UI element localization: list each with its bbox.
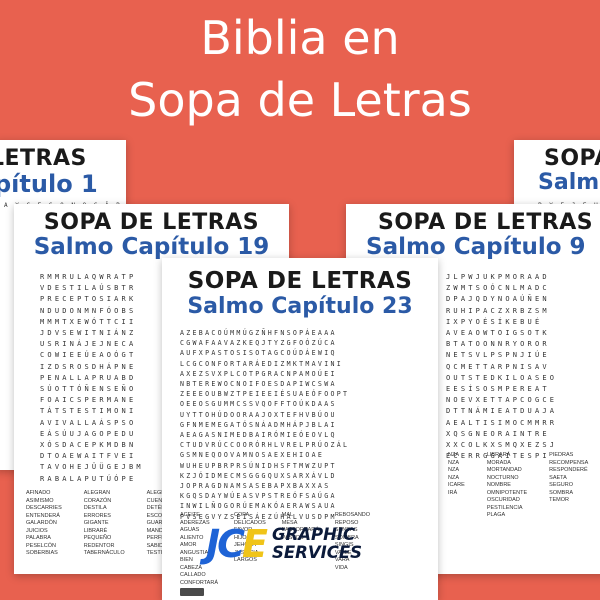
sheet-heading: SOPA: [544, 146, 600, 171]
word-list: ACEITE ADEREZAS AGUAS ALIENTO AMOR ANGUSTIAS B…: [180, 512, 370, 587]
sheet-subheading: Salmo Capítulo 23: [187, 294, 413, 319]
worksheet-salmo-23: SOPA DE LETRAS Salmo Capítulo 23 AZEBACO…: [162, 258, 438, 600]
letter-grid: JLPWJUKPMORAAD ZWMTSOÓCNLMADC DPAJQDYNOA…: [446, 273, 558, 461]
brand-logo: JCE GRAPHIC SERVICES: [206, 522, 396, 566]
sheet-subheading: Salmo Capítulo 9: [366, 234, 586, 260]
word-column-3: PIEDRAS RECOMPENSA RESPONDERÉ SAETA SEGURO SO…: [549, 452, 589, 503]
footer-badge-icon: [180, 588, 204, 596]
page-title-line-1: Biblia en: [200, 11, 400, 65]
word-column-2: LIBRARÁ MORADA MORTANDAD NOCTURNO NOMBRE OMNI…: [486, 452, 528, 518]
sheet-heading: SOPA DE LETRAS: [378, 210, 594, 235]
word-column-1: NZA NZA NZA NZA ICARE IRÁ: [448, 452, 465, 496]
word-list: NZA NZA NZA NZA ICARE IRÁ LIBRARÁ MORADA MORTAN…: [448, 452, 588, 520]
page-title-line-2: Sopa de Letras: [128, 73, 472, 127]
word-column-3: MAL MESA PASTOREARÁ PASTOS: [281, 512, 319, 541]
sheet-heading: LETRAS: [0, 146, 87, 171]
word-column-2: COPA DELICADOS FAVOR HIJOS JEHOVÁ JUSTICIA LAR…: [234, 512, 266, 563]
sheet-subheading: pítulo 1: [0, 170, 98, 198]
logo-wordmark: GRAPHIC SERVICES: [272, 525, 363, 562]
sheet-subheading: Salm: [538, 170, 600, 195]
sheet-subheading: Salmo Capítulo 19: [33, 234, 270, 260]
word-column-1: ACEITE ADEREZAS AGUAS ALIENTO AMOR ANGUSTIAS B…: [180, 512, 218, 586]
word-column-2: ALEGRAN CORAZÓN DESTILA ERRORES GIGANTE LIBRA…: [83, 490, 125, 556]
word-column-4: REBOSANDO REPOSO SENDAS SOMBRA SINGIS VALLE VA…: [334, 512, 371, 571]
sheet-heading: SOPA DE LETRAS: [187, 268, 413, 294]
logo-mark: JCE: [206, 522, 268, 566]
letter-grid: AZEBACOÚMMÚGZÑHFNSOPÁEAAA CGWAFAAVAZKEQJ…: [180, 329, 350, 521]
sheet-heading: SOPA DE LETRAS: [43, 210, 260, 235]
word-column-1: AFINADO ASIMISMO DESCARRIES ENTENDERÁ GALARD…: [26, 490, 62, 556]
letter-grid: RMMRULAQWRATP VDESTILAÚSBTR PRECEPTOSIAR…: [40, 273, 144, 483]
